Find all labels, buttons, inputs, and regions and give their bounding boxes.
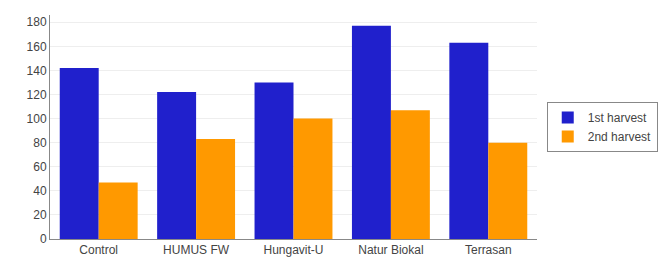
svg-text:Terrasan: Terrasan [465,243,512,257]
svg-text:80: 80 [33,136,47,150]
svg-text:2nd harvest: 2nd harvest [588,130,651,144]
svg-text:Hungavit-U: Hungavit-U [263,243,323,257]
svg-text:120: 120 [27,88,47,102]
svg-text:40: 40 [33,184,47,198]
svg-text:160: 160 [27,40,47,54]
svg-text:20: 20 [33,208,47,222]
svg-text:180: 180 [27,15,47,29]
svg-text:0: 0 [40,232,47,246]
svg-text:100: 100 [27,112,47,126]
svg-text:HUMUS FW: HUMUS FW [163,243,230,257]
svg-text:60: 60 [33,160,47,174]
svg-text:Natur Biokal: Natur Biokal [358,243,423,257]
svg-text:1st harvest: 1st harvest [588,111,647,125]
svg-text:Control: Control [79,243,118,257]
svg-text:140: 140 [27,64,47,78]
